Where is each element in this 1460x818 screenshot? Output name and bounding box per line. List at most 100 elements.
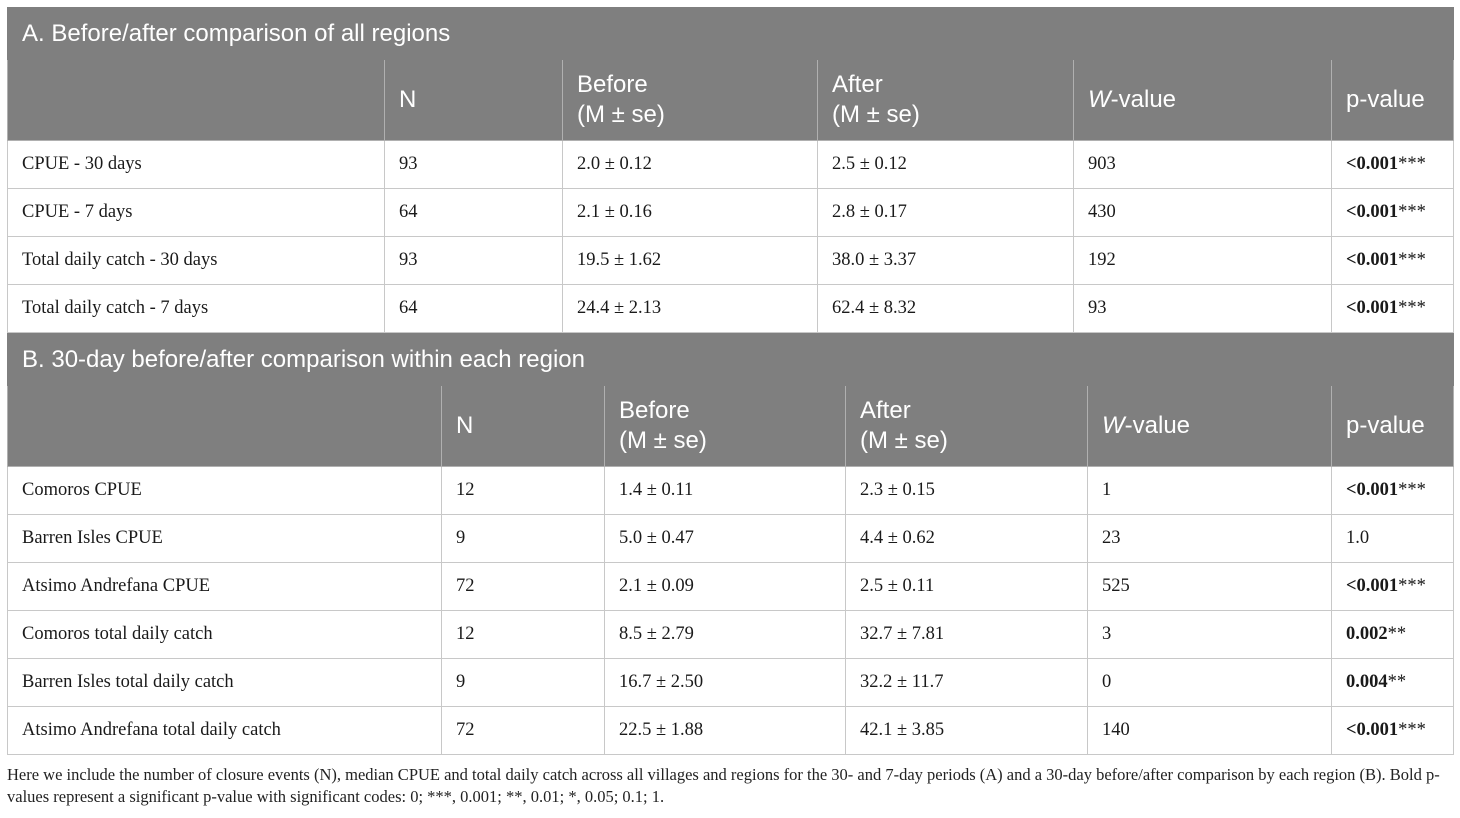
p-value-bold: <0.001 [1346,720,1399,740]
header-n: N [441,385,605,467]
header-before-line1: Before [577,71,648,98]
p-value: 1.0 [1346,528,1370,548]
row-n: 64 [384,284,563,333]
header-label [7,59,385,141]
significance-stars: *** [1398,298,1426,318]
header-after: After (M ± se) [817,59,1074,141]
row-label: Atsimo Andrefana total daily catch [7,706,442,755]
section-a-table: A. Before/after comparison of all region… [6,7,1455,333]
table-row: Comoros total daily catch 12 8.5 ± 2.79 … [7,610,1455,659]
row-before: 2.1 ± 0.16 [562,188,818,237]
row-after: 62.4 ± 8.32 [817,284,1074,333]
row-before: 8.5 ± 2.79 [604,610,846,659]
row-after: 42.1 ± 3.85 [845,706,1088,755]
header-p-value: p-value [1330,59,1455,141]
row-after: 2.3 ± 0.15 [845,466,1088,515]
row-before: 5.0 ± 0.47 [604,514,846,563]
row-p: <0.001*** [1330,140,1455,189]
row-n: 9 [441,514,605,563]
row-before: 22.5 ± 1.88 [604,706,846,755]
row-w: 192 [1073,236,1332,285]
header-w-italic: W [1088,86,1111,113]
header-before: Before (M ± se) [604,385,846,467]
row-n: 72 [441,706,605,755]
row-label: Comoros CPUE [7,466,442,515]
table-row: Total daily catch - 7 days 64 24.4 ± 2.1… [7,284,1455,333]
table-row: Comoros CPUE 12 1.4 ± 0.11 2.3 ± 0.15 1 … [7,466,1455,515]
row-before: 2.0 ± 0.12 [562,140,818,189]
row-after: 32.7 ± 7.81 [845,610,1088,659]
row-n: 12 [441,610,605,659]
row-p: 0.004** [1330,658,1455,707]
header-before: Before (M ± se) [562,59,818,141]
row-w: 0 [1087,658,1332,707]
header-p-value: p-value [1330,385,1455,467]
row-label: Atsimo Andrefana CPUE [7,562,442,611]
header-w-rest: -value [1124,412,1191,439]
row-n: 72 [441,562,605,611]
table-row: Total daily catch - 30 days 93 19.5 ± 1.… [7,236,1455,285]
row-w: 3 [1087,610,1332,659]
row-w: 903 [1073,140,1332,189]
header-after-line2: (M ± se) [832,101,920,128]
row-p: <0.001*** [1330,562,1455,611]
row-after: 4.4 ± 0.62 [845,514,1088,563]
header-w-value: W-value [1073,59,1332,141]
row-p: <0.001*** [1330,466,1455,515]
header-w-value: W-value [1087,385,1332,467]
p-value-bold: 0.002 [1346,624,1388,644]
row-before: 16.7 ± 2.50 [604,658,846,707]
header-label [7,385,442,467]
row-before: 2.1 ± 0.09 [604,562,846,611]
row-n: 9 [441,658,605,707]
p-value-bold: <0.001 [1346,480,1399,500]
row-w: 140 [1087,706,1332,755]
row-before: 24.4 ± 2.13 [562,284,818,333]
significance-stars: *** [1398,202,1426,222]
table-row: Barren Isles CPUE 9 5.0 ± 0.47 4.4 ± 0.6… [7,514,1455,563]
significance-stars: *** [1398,250,1426,270]
section-b-header-row: N Before (M ± se) After (M ± se) W-value p… [7,385,1455,467]
row-after: 2.5 ± 0.12 [817,140,1074,189]
row-n: 12 [441,466,605,515]
table-caption: Here we include the number of closure ev… [7,765,1440,806]
row-w: 93 [1073,284,1332,333]
row-n: 64 [384,188,563,237]
row-p: <0.001*** [1330,706,1455,755]
row-after: 32.2 ± 11.7 [845,658,1088,707]
significance-stars: *** [1398,576,1426,596]
results-table-container: A. Before/after comparison of all region… [6,7,1455,755]
header-after-line1: After [832,71,883,98]
row-label: CPUE - 7 days [7,188,385,237]
p-value-bold: <0.001 [1346,202,1399,222]
table-row: Barren Isles total daily catch 9 16.7 ± … [7,658,1455,707]
row-label: Comoros total daily catch [7,610,442,659]
row-n: 93 [384,140,563,189]
section-a-header-row: N Before (M ± se) After (M ± se) W-value p… [7,59,1455,141]
header-after: After (M ± se) [845,385,1088,467]
row-label: Total daily catch - 30 days [7,236,385,285]
row-label: Total daily catch - 7 days [7,284,385,333]
row-label: CPUE - 30 days [7,140,385,189]
row-w: 525 [1087,562,1332,611]
significance-stars: *** [1398,154,1426,174]
significance-stars: *** [1398,720,1426,740]
row-p: <0.001*** [1330,236,1455,285]
significance-stars: ** [1387,624,1407,644]
p-value-bold: <0.001 [1346,250,1399,270]
row-label: Barren Isles CPUE [7,514,442,563]
p-value-bold: 0.004 [1346,672,1388,692]
row-p: <0.001*** [1330,284,1455,333]
row-p: <0.001*** [1330,188,1455,237]
significance-stars: *** [1398,480,1426,500]
section-b-table: B. 30-day before/after comparison within… [6,333,1455,755]
header-after-line2: (M ± se) [860,427,948,454]
row-after: 38.0 ± 3.37 [817,236,1074,285]
table-row: CPUE - 30 days 93 2.0 ± 0.12 2.5 ± 0.12 … [7,140,1455,189]
table-row: Atsimo Andrefana total daily catch 72 22… [7,706,1455,755]
table-row: Atsimo Andrefana CPUE 72 2.1 ± 0.09 2.5 … [7,562,1455,611]
header-w-rest: -value [1110,86,1177,113]
row-n: 93 [384,236,563,285]
row-before: 19.5 ± 1.62 [562,236,818,285]
row-after: 2.8 ± 0.17 [817,188,1074,237]
